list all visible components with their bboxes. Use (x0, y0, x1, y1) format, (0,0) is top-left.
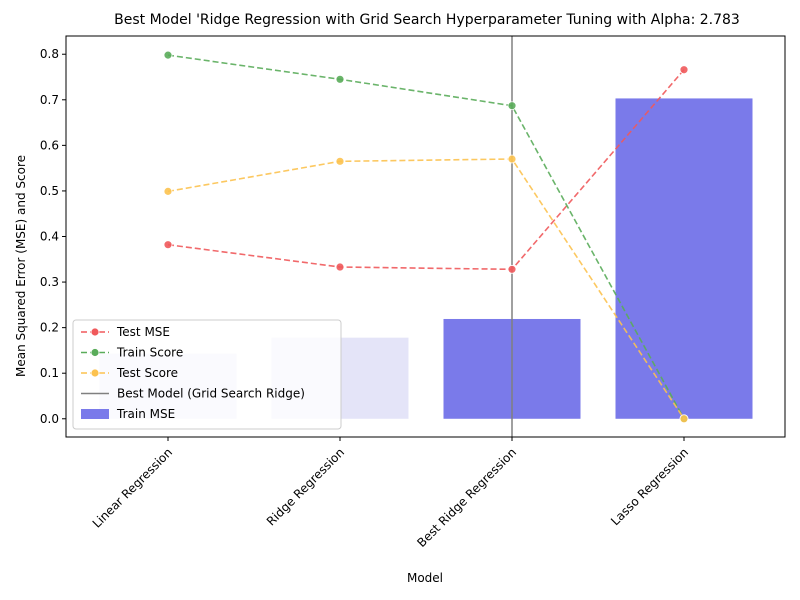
legend-label: Train MSE (116, 407, 175, 421)
x-tick-label: Ridge Regression (264, 445, 347, 528)
legend-marker (90, 327, 100, 337)
legend: Test MSE Train Score Test Score Best Model … (72, 319, 342, 430)
series-line (167, 54, 685, 420)
legend-box (72, 319, 342, 430)
chart-title: Best Model 'Ridge Regression with Grid S… (114, 12, 740, 28)
y-tick-label: 0.4 (40, 230, 59, 244)
plot-area: 0.0 0.1 0.2 0.3 0.4 0.5 0.6 0.7 0.8 Linear Regres… (40, 35, 786, 550)
y-tick-label: 0.8 (40, 47, 59, 61)
data-point (163, 186, 173, 196)
y-tick-label: 0.2 (40, 321, 59, 335)
bar-train-mse (615, 98, 753, 419)
data-point (335, 74, 345, 84)
legend-marker (90, 348, 100, 357)
y-tick-label: 0.3 (40, 275, 59, 289)
data-point (507, 101, 517, 111)
data-point (679, 65, 689, 75)
legend-marker (90, 368, 100, 378)
legend-swatch (81, 409, 109, 419)
data-point (335, 262, 345, 272)
legend-label: Test MSE (116, 325, 170, 339)
legend-label: Test Score (116, 366, 178, 380)
y-tick-label: 0.0 (40, 412, 59, 426)
x-tick-label: Best Ridge Regression (414, 445, 519, 550)
y-tick-label: 0.7 (40, 93, 59, 107)
legend-label: Best Model (Grid Search Ridge) (117, 387, 305, 401)
data-point (335, 156, 345, 166)
x-axis-label: Model (407, 571, 443, 585)
data-point (163, 240, 173, 250)
x-tick-label: Lasso Regression (608, 445, 691, 528)
data-point (507, 264, 517, 274)
data-point (163, 50, 173, 60)
y-axis-label: Mean Squared Error (MSE) and Score (14, 155, 28, 377)
x-tick-label: Linear Regression (90, 445, 175, 530)
data-point (507, 154, 517, 164)
y-tick-label: 0.5 (40, 184, 59, 198)
y-tick-label: 0.1 (40, 366, 59, 380)
legend-label: Train Score (116, 346, 183, 360)
data-point (679, 414, 689, 424)
series-line (167, 69, 685, 271)
y-tick-label: 0.6 (40, 138, 59, 152)
